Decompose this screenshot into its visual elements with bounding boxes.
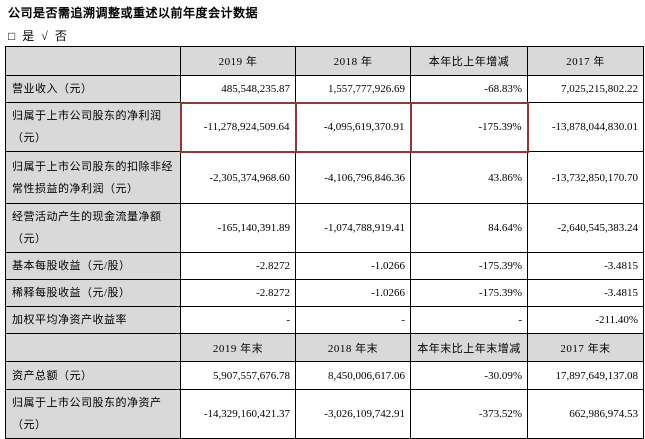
- row-label: 营业收入（元）: [5, 75, 181, 103]
- cell-value: -2,640,545,383.24: [527, 203, 644, 253]
- eoy-header-row: 2019 年末 2018 年末 本年末比上年末增减 2017 年末: [5, 333, 644, 362]
- cell-value-highlighted: -4,095,619,370.91: [294, 101, 412, 153]
- cell-value: 84.64%: [410, 203, 528, 253]
- cell-value: -1,074,788,919.41: [295, 203, 411, 253]
- table-row-operating-cash-flow: 经营活动产生的现金流量净额（元） -165,140,391.89 -1,074,…: [5, 203, 644, 253]
- cell-value-highlighted: -11,278,924,509.64: [179, 101, 297, 153]
- header-2017-eoy: 2017 年末: [527, 333, 644, 362]
- cell-value: -3.4815: [527, 279, 644, 307]
- cell-value: 8,450,006,617.06: [295, 361, 411, 390]
- row-label: 归属于上市公司股东的净利润（元）: [5, 102, 181, 152]
- row-label: 资产总额（元）: [5, 361, 181, 390]
- cell-value: 7,025,215,802.22: [527, 75, 644, 103]
- cell-value: -175.39%: [410, 252, 528, 280]
- cell-value: -2.8272: [180, 279, 296, 307]
- financial-summary-table: 2019 年 2018 年 本年比上年增减 2017 年 营业收入（元） 485…: [5, 46, 644, 439]
- cell-value: -: [410, 306, 528, 334]
- cell-value: -30.09%: [410, 361, 528, 390]
- table-row-net-profit: 归属于上市公司股东的净利润（元） -11,278,924,509.64 -4,0…: [5, 101, 644, 153]
- cell-value: -211.40%: [527, 306, 644, 334]
- header-2017: 2017 年: [527, 46, 644, 76]
- cell-value: -13,732,850,170.70: [527, 151, 644, 204]
- cell-value: -: [295, 306, 411, 334]
- cell-value: 1,557,777,926.69: [295, 75, 411, 103]
- table-row-weighted-avg-roe: 加权平均净资产收益率 - - - -211.40%: [5, 306, 644, 334]
- cell-value: -3,026,109,742.91: [295, 389, 411, 439]
- cell-value: -1.0266: [295, 279, 411, 307]
- table-row-diluted-eps: 稀释每股收益（元/股） -2.8272 -1.0266 -175.39% -3.…: [5, 279, 644, 307]
- cell-value: 485,548,235.87: [180, 75, 296, 103]
- row-label: 归属于上市公司股东的扣除非经常性损益的净利润（元）: [5, 151, 181, 204]
- cell-value: 17,897,649,137.08: [527, 361, 644, 390]
- row-label: 经营活动产生的现金流量净额（元）: [5, 203, 181, 253]
- table-row-basic-eps: 基本每股收益（元/股） -2.8272 -1.0266 -175.39% -3.…: [5, 252, 644, 280]
- header-eoy-change: 本年末比上年末增减: [410, 333, 528, 362]
- cell-value: 5,907,557,676.78: [180, 361, 296, 390]
- cell-value: -1.0266: [295, 252, 411, 280]
- header-2019: 2019 年: [180, 46, 296, 76]
- cell-value: 43.86%: [410, 151, 528, 204]
- row-label: 归属于上市公司股东的净资产（元）: [5, 389, 181, 439]
- row-label: 加权平均净资产收益率: [5, 306, 181, 334]
- header-2019-eoy: 2019 年末: [180, 333, 296, 362]
- cell-value: -2,305,374,968.60: [180, 151, 296, 204]
- table-row-net-assets: 归属于上市公司股东的净资产（元） -14,329,160,421.37 -3,0…: [5, 389, 644, 439]
- cell-value-highlighted: -175.39%: [409, 101, 529, 153]
- header-empty-cell: [5, 333, 181, 362]
- cell-value: -14,329,160,421.37: [180, 389, 296, 439]
- annual-header-row: 2019 年 2018 年 本年比上年增减 2017 年: [5, 46, 644, 76]
- cell-value: -13,878,044,830.01: [527, 102, 644, 152]
- row-label: 基本每股收益（元/股）: [5, 252, 181, 280]
- header-yoy-change: 本年比上年增减: [410, 46, 528, 76]
- header-2018: 2018 年: [295, 46, 411, 76]
- restatement-question-text: 公司是否需追溯调整或重述以前年度会计数据: [8, 6, 259, 20]
- restatement-answer-checkboxes: □ 是 √ 否: [8, 29, 69, 43]
- cell-value: -68.83%: [410, 75, 528, 103]
- table-row-net-profit-excl-nonrecurring: 归属于上市公司股东的扣除非经常性损益的净利润（元） -2,305,374,968…: [5, 151, 644, 204]
- cell-value: -2.8272: [180, 252, 296, 280]
- header-empty-cell: [5, 46, 181, 76]
- table-row-total-assets: 资产总额（元） 5,907,557,676.78 8,450,006,617.0…: [5, 361, 644, 390]
- cell-value: -175.39%: [410, 279, 528, 307]
- row-label: 稀释每股收益（元/股）: [5, 279, 181, 307]
- cell-value: -3.4815: [527, 252, 644, 280]
- cell-value: -373.52%: [410, 389, 528, 439]
- header-2018-eoy: 2018 年末: [295, 333, 411, 362]
- table-row-revenue: 营业收入（元） 485,548,235.87 1,557,777,926.69 …: [5, 75, 644, 103]
- cell-value: 662,986,974.53: [527, 389, 644, 439]
- cell-value: -4,106,796,846.36: [295, 151, 411, 204]
- cell-value: -165,140,391.89: [180, 203, 296, 253]
- cell-value: -: [180, 306, 296, 334]
